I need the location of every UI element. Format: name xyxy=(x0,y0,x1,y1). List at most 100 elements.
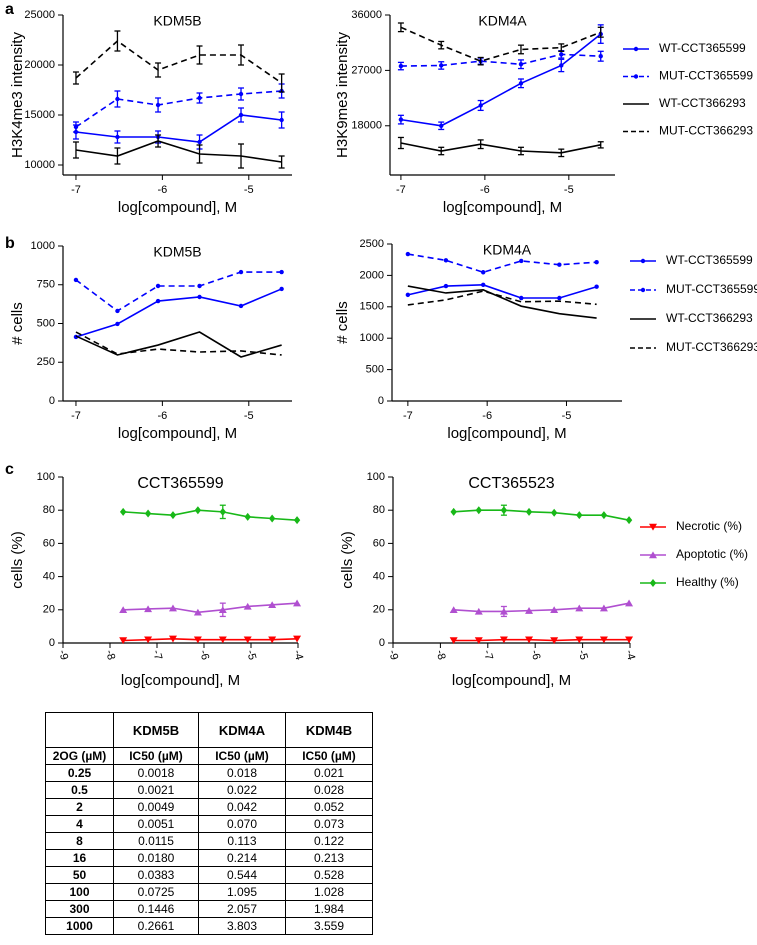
x-tick-label: -5 xyxy=(564,184,574,196)
marker xyxy=(439,123,444,128)
marker xyxy=(443,283,449,289)
chart-title: KDM4A xyxy=(483,242,532,258)
marker xyxy=(519,295,524,301)
error-bar xyxy=(477,56,484,66)
error-bar xyxy=(597,26,604,38)
table-cell: IC50 (µM) xyxy=(113,747,199,765)
marker xyxy=(219,507,226,516)
panel-label: c xyxy=(5,461,14,478)
table-cell: 0.213 xyxy=(285,849,373,867)
table-cell: 0.1446 xyxy=(113,900,199,918)
legend-label: WT-CCT366293 xyxy=(659,96,746,110)
table-cell: 0.022 xyxy=(198,781,286,799)
marker xyxy=(238,303,244,309)
chart-title: KDM5B xyxy=(153,13,201,29)
marker xyxy=(238,91,244,97)
y-axis-title: H3K4me3 intensity xyxy=(9,32,26,158)
marker xyxy=(499,636,508,644)
y-tick-label: 750 xyxy=(37,279,55,291)
legend-label: WT-CCT365599 xyxy=(666,253,753,267)
marker xyxy=(279,117,284,123)
marker xyxy=(155,102,161,108)
marker xyxy=(115,96,120,102)
table-cell: 100 xyxy=(45,883,114,901)
table-row: 300 0.1446 2.057 1.984 xyxy=(45,900,373,918)
y-tick-label: 20 xyxy=(373,604,385,616)
error-bar xyxy=(155,62,162,78)
error-bar xyxy=(558,43,565,52)
table-cell: 0.0180 xyxy=(113,849,199,867)
marker xyxy=(649,551,657,559)
series-line xyxy=(400,26,602,62)
y-tick-label: 0 xyxy=(378,395,384,407)
marker xyxy=(144,509,152,518)
y-tick-label: 60 xyxy=(373,537,385,549)
table-cell: IC50 (µM) xyxy=(198,747,286,765)
legend-label: Healthy (%) xyxy=(676,575,739,589)
marker xyxy=(525,507,533,516)
marker xyxy=(559,52,564,57)
y-axis-title: H3K9me3 intensity xyxy=(334,32,351,158)
y-tick-label: 80 xyxy=(373,504,385,516)
marker xyxy=(449,637,458,645)
x-tick-label: -9 xyxy=(56,649,70,662)
x-tick-label: -7 xyxy=(396,184,406,196)
y-tick-label: 20 xyxy=(43,604,55,616)
y-tick-label: 40 xyxy=(373,571,385,583)
y-tick-label: 0 xyxy=(49,395,55,407)
table-cell xyxy=(45,712,114,748)
y-axis-title: # cells xyxy=(334,301,351,344)
table-cell: 0.214 xyxy=(198,849,286,867)
error-bar xyxy=(196,144,203,164)
marker xyxy=(119,606,128,613)
table-cell: 0.2661 xyxy=(113,917,199,935)
marker xyxy=(193,608,202,616)
marker xyxy=(268,601,277,609)
marker xyxy=(594,260,599,265)
y-tick-label: 36000 xyxy=(351,9,382,21)
table-cell: KDM4A xyxy=(198,712,286,748)
error-bar xyxy=(196,45,203,65)
series-line xyxy=(407,290,597,306)
marker xyxy=(405,292,411,298)
table-cell: 0.042 xyxy=(198,798,286,816)
table-cell: 0.0115 xyxy=(113,832,199,850)
y-axis-title: cells (%) xyxy=(339,531,356,589)
ic50-table: KDM5B KDM4A KDM4B 2OG (µM) IC50 (µM) IC50 (µM… xyxy=(45,712,373,935)
marker xyxy=(598,54,603,59)
marker xyxy=(244,512,251,521)
marker xyxy=(293,516,301,525)
series-line xyxy=(75,331,282,356)
table-row: 4 0.0051 0.070 0.073 xyxy=(45,815,373,833)
marker xyxy=(525,636,534,644)
marker xyxy=(478,103,483,108)
marker xyxy=(398,63,404,69)
table-cell: 16 xyxy=(45,849,114,867)
error-bar xyxy=(397,22,404,33)
marker xyxy=(575,636,584,644)
y-axis-title: # cells xyxy=(9,302,26,345)
y-tick-label: 500 xyxy=(366,364,384,376)
series-line xyxy=(75,271,282,312)
x-tick-label: -5 xyxy=(562,410,572,422)
marker xyxy=(439,63,444,68)
series-line xyxy=(400,33,602,127)
series-line xyxy=(123,602,298,614)
error-bar xyxy=(517,44,524,55)
table-cell: 0.018 xyxy=(198,764,286,782)
marker xyxy=(218,636,227,644)
table-cell: 1000 xyxy=(45,917,114,935)
marker xyxy=(500,506,508,515)
marker xyxy=(268,636,277,644)
marker xyxy=(600,511,608,520)
series-line xyxy=(75,331,282,358)
table-cell: 0.5 xyxy=(45,781,114,799)
table-cell: 0.122 xyxy=(285,832,373,850)
marker xyxy=(238,269,244,275)
marker xyxy=(481,270,486,275)
table-cell: 0.070 xyxy=(198,815,286,833)
marker xyxy=(599,636,608,644)
table-cell: KDM4B xyxy=(285,712,373,748)
x-tick-label: -5 xyxy=(244,410,254,422)
